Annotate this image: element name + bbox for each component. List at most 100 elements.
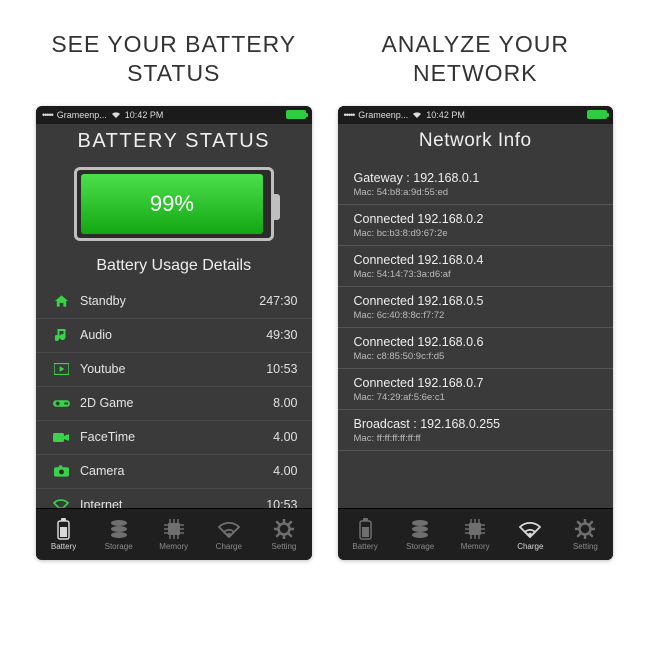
time-label: 10:42 PM (426, 110, 465, 120)
panel-network: ANALYZE YOUR NETWORK ••••• Grameenp... 1… (338, 30, 614, 621)
time-label: 10:42 PM (125, 110, 164, 120)
chip-icon (465, 518, 485, 540)
signal-dots-icon: ••••• (42, 110, 53, 120)
network-line1: Connected 192.168.0.2 (354, 212, 598, 226)
wifi-icon (519, 518, 541, 540)
usage-value: 10:53 (266, 362, 297, 376)
wifi-icon (111, 111, 121, 119)
camcord-icon (50, 432, 72, 443)
network-line1: Connected 192.168.0.7 (354, 376, 598, 390)
battery-graphic: 99% (36, 161, 312, 251)
usage-value: 49:30 (266, 328, 297, 342)
signal-dots-icon: ••••• (344, 110, 355, 120)
tabbar: Battery Storage Memory Charge Setting (338, 508, 614, 560)
network-line1: Connected 192.168.0.5 (354, 294, 598, 308)
network-line2: Mac: 54:b8:a:9d:55:ed (354, 187, 598, 198)
tab-battery[interactable]: Battery (36, 518, 91, 551)
network-line2: Mac: 74:29:af:5:6e:c1 (354, 392, 598, 403)
usage-value: 10:53 (266, 498, 297, 508)
usage-value: 8.00 (273, 396, 297, 410)
usage-label: 2D Game (72, 396, 273, 410)
play-icon (50, 363, 72, 375)
usage-row[interactable]: Camera4.00 (36, 455, 312, 489)
statusbar: ••••• Grameenp... 10:42 PM (36, 106, 312, 124)
page-title: Network Info (338, 124, 614, 160)
camera-icon (50, 465, 72, 477)
page-title: BATTERY STATUS (36, 124, 312, 161)
usage-row[interactable]: FaceTime4.00 (36, 421, 312, 455)
statusbar: ••••• Grameenp... 10:42 PM (338, 106, 614, 124)
tab-storage[interactable]: Storage (393, 518, 448, 551)
disks-icon (410, 518, 430, 540)
phone-battery: ••••• Grameenp... 10:42 PM BATTERY STATU… (36, 106, 312, 560)
network-line2: Mac: bc:b3:8:d9:67:2e (354, 228, 598, 239)
disks-icon (109, 518, 129, 540)
tab-label: Battery (51, 542, 76, 551)
tab-memory[interactable]: Memory (448, 518, 503, 551)
battery-icon (359, 518, 372, 540)
wifi-icon (412, 111, 422, 119)
usage-label: Youtube (72, 362, 266, 376)
usage-list[interactable]: Standby247:30Audio49:30Youtube10:532D Ga… (36, 285, 312, 508)
usage-value: 4.00 (273, 430, 297, 444)
tabbar: Battery Storage Memory Charge Setting (36, 508, 312, 560)
network-row[interactable]: Gateway : 192.168.0.1Mac: 54:b8:a:9d:55:… (338, 164, 614, 205)
tab-setting[interactable]: Setting (558, 518, 613, 551)
usage-row[interactable]: 2D Game8.00 (36, 387, 312, 421)
phone-network: ••••• Grameenp... 10:42 PM Network Info … (338, 106, 614, 560)
tab-label: Storage (406, 542, 434, 551)
usage-row[interactable]: Standby247:30 (36, 285, 312, 319)
network-line2: Mac: 54:14:73:3a:d6:af (354, 269, 598, 280)
usage-value: 247:30 (259, 294, 297, 308)
network-row[interactable]: Connected 192.168.0.5 Mac: 6c:40:8:8c:f7:… (338, 287, 614, 328)
headline-network: ANALYZE YOUR NETWORK (338, 30, 614, 88)
panel-battery: SEE YOUR BATTERY STATUS ••••• Grameenp..… (36, 30, 312, 621)
network-line1: Connected 192.168.0.6 (354, 335, 598, 349)
tab-label: Charge (216, 542, 242, 551)
tab-label: Charge (517, 542, 543, 551)
gear-icon (575, 518, 595, 540)
carrier-label: Grameenp... (358, 110, 408, 120)
tab-charge[interactable]: Charge (201, 518, 256, 551)
network-line2: Mac: ff:ff:ff:ff:ff:ff (354, 433, 598, 444)
battery-status-icon (286, 110, 306, 119)
tab-battery[interactable]: Battery (338, 518, 393, 551)
network-line1: Broadcast : 192.168.0.255 (354, 417, 598, 431)
network-row[interactable]: Connected 192.168.0.6 Mac: c8:85:50:9c:f:… (338, 328, 614, 369)
usage-label: Camera (72, 464, 273, 478)
network-line2: Mac: c8:85:50:9c:f:d5 (354, 351, 598, 362)
usage-row[interactable]: Youtube10:53 (36, 353, 312, 387)
tab-setting[interactable]: Setting (256, 518, 311, 551)
gear-icon (274, 518, 294, 540)
battery-icon (57, 518, 70, 540)
usage-label: Standby (72, 294, 259, 308)
usage-value: 4.00 (273, 464, 297, 478)
gamepad-icon (50, 398, 72, 409)
chip-icon (164, 518, 184, 540)
headline-battery: SEE YOUR BATTERY STATUS (36, 30, 312, 88)
network-row[interactable]: Connected 192.168.0.7 Mac: 74:29:af:5:6e:… (338, 369, 614, 410)
tab-label: Setting (271, 542, 296, 551)
tab-charge[interactable]: Charge (503, 518, 558, 551)
tab-storage[interactable]: Storage (91, 518, 146, 551)
tab-label: Storage (105, 542, 133, 551)
network-row[interactable]: Connected 192.168.0.4 Mac: 54:14:73:3a:d6… (338, 246, 614, 287)
tab-memory[interactable]: Memory (146, 518, 201, 551)
wifi-icon (218, 518, 240, 540)
usage-label: Audio (72, 328, 266, 342)
usage-row[interactable]: Audio49:30 (36, 319, 312, 353)
tab-label: Battery (352, 542, 377, 551)
usage-row[interactable]: Internet10:53 (36, 489, 312, 508)
network-row[interactable]: Connected 192.168.0.2 Mac: bc:b3:8:d9:67:… (338, 205, 614, 246)
usage-label: Internet (72, 498, 266, 508)
wifi-icon (50, 499, 72, 508)
network-line2: Mac: 6c:40:8:8c:f7:72 (354, 310, 598, 321)
carrier-label: Grameenp... (57, 110, 107, 120)
tab-label: Memory (461, 542, 490, 551)
battery-fill: 99% (81, 174, 263, 234)
battery-status-icon (587, 110, 607, 119)
network-line1: Connected 192.168.0.4 (354, 253, 598, 267)
network-row[interactable]: Broadcast : 192.168.0.255 Mac: ff:ff:ff:f… (338, 410, 614, 451)
network-list[interactable]: Gateway : 192.168.0.1Mac: 54:b8:a:9d:55:… (338, 160, 614, 508)
tab-label: Setting (573, 542, 598, 551)
